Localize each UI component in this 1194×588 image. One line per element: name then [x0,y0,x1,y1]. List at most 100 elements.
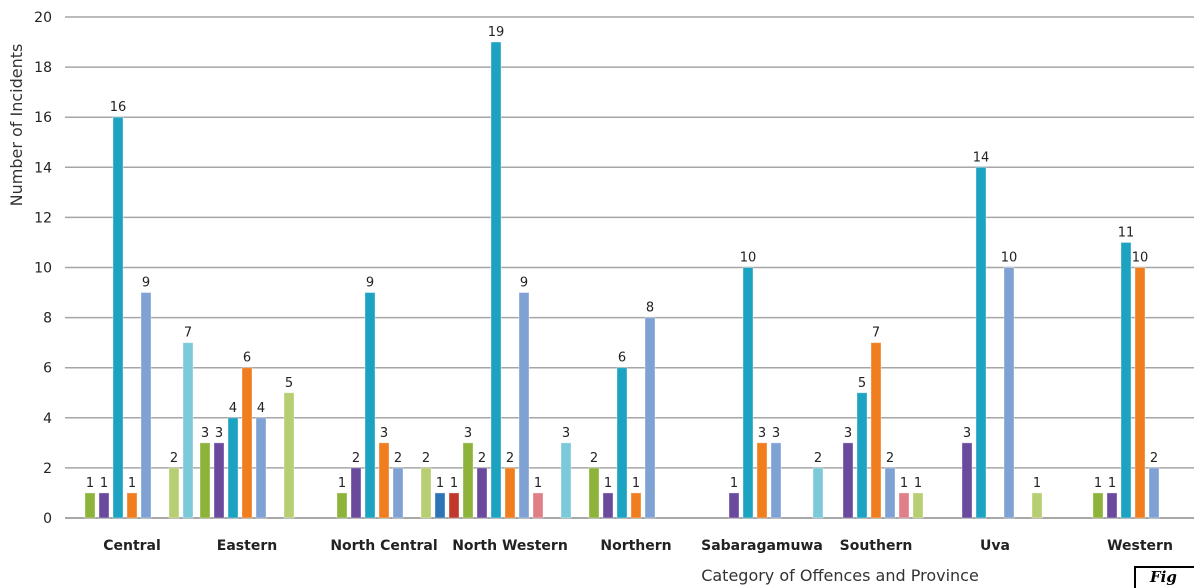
bar [392,467,404,519]
bar [756,442,768,519]
y-tick-label: 8 [43,311,52,327]
bar [884,467,896,519]
data-label: 2 [886,451,894,466]
data-label: 1 [128,476,136,491]
bar [644,317,656,519]
bar [504,467,516,519]
bar [462,442,474,519]
bar [476,467,488,519]
y-tick-label: 12 [34,210,52,226]
y-tick-label: 18 [34,60,52,76]
data-label: 2 [170,451,178,466]
bar [1148,467,1160,519]
data-label: 2 [1150,451,1158,466]
data-label: 2 [814,451,822,466]
bar [898,492,910,519]
bar [912,492,924,519]
data-label: 3 [215,426,223,441]
x-category-label: Southern [840,538,913,554]
bar [255,417,267,519]
x-axis-title: Category of Offences and Province [701,566,979,585]
data-label: 9 [520,276,528,291]
bar [1106,492,1118,519]
data-label: 1 [436,476,444,491]
bar [112,116,124,519]
bar [448,492,460,519]
data-label: 1 [1094,476,1102,491]
bar [728,492,740,519]
data-label: 1 [450,476,458,491]
bar [532,492,544,519]
x-category-label: Uva [980,538,1010,554]
y-tick-label: 4 [43,411,52,427]
data-label: 16 [110,100,127,115]
bar [602,492,614,519]
data-label: 3 [844,426,852,441]
data-label: 3 [963,426,971,441]
data-label: 6 [618,351,626,366]
x-category-label: Eastern [217,538,277,554]
data-label: 3 [464,426,472,441]
x-category-label: Northern [600,538,671,554]
bar [350,467,362,519]
bar [560,442,572,519]
data-label: 2 [478,451,486,466]
bar [168,467,180,519]
x-category-label: North Western [452,538,568,554]
figure-caption-fragment: Fig [1134,566,1194,588]
data-label: 2 [422,451,430,466]
data-label: 2 [506,451,514,466]
data-label: 7 [184,326,192,341]
bar [420,467,432,519]
y-tick-label: 14 [34,160,52,176]
data-label: 1 [338,476,346,491]
data-label: 2 [394,451,402,466]
data-label: 14 [973,150,990,165]
bar [227,417,239,519]
bar [588,467,600,519]
bar [126,492,138,519]
data-label: 10 [1132,251,1149,266]
data-label: 19 [488,25,505,40]
data-label: 3 [380,426,388,441]
data-label: 3 [562,426,570,441]
data-label: 6 [243,351,251,366]
data-label: 10 [1001,251,1018,266]
data-label: 5 [285,376,293,391]
data-label: 4 [257,401,265,416]
bar [336,492,348,519]
bar [283,392,295,519]
data-label: 1 [632,476,640,491]
y-tick-label: 6 [43,361,52,377]
bar [961,442,973,519]
data-label: 1 [86,476,94,491]
bar [1120,241,1132,519]
bar [1134,267,1146,519]
data-label: 7 [872,326,880,341]
bar [84,492,96,519]
data-label: 8 [646,301,654,316]
y-tick-label: 2 [43,461,52,477]
bar [1031,492,1043,519]
data-label: 5 [858,376,866,391]
data-label: 9 [142,276,150,291]
data-label: 1 [604,476,612,491]
data-label: 1 [534,476,542,491]
bar [241,367,253,519]
data-label: 10 [740,251,757,266]
y-tick-label: 20 [34,10,52,26]
data-label: 1 [900,476,908,491]
data-label: 1 [914,476,922,491]
x-category-label: Western [1107,538,1173,554]
bar [616,367,628,519]
bar [518,292,530,519]
bar [182,342,194,519]
data-label: 1 [100,476,108,491]
data-label: 3 [201,426,209,441]
y-tick-label: 16 [34,110,52,126]
bar [812,467,824,519]
y-tick-label: 0 [43,511,52,527]
data-label: 3 [772,426,780,441]
x-category-label: North Central [330,538,437,554]
